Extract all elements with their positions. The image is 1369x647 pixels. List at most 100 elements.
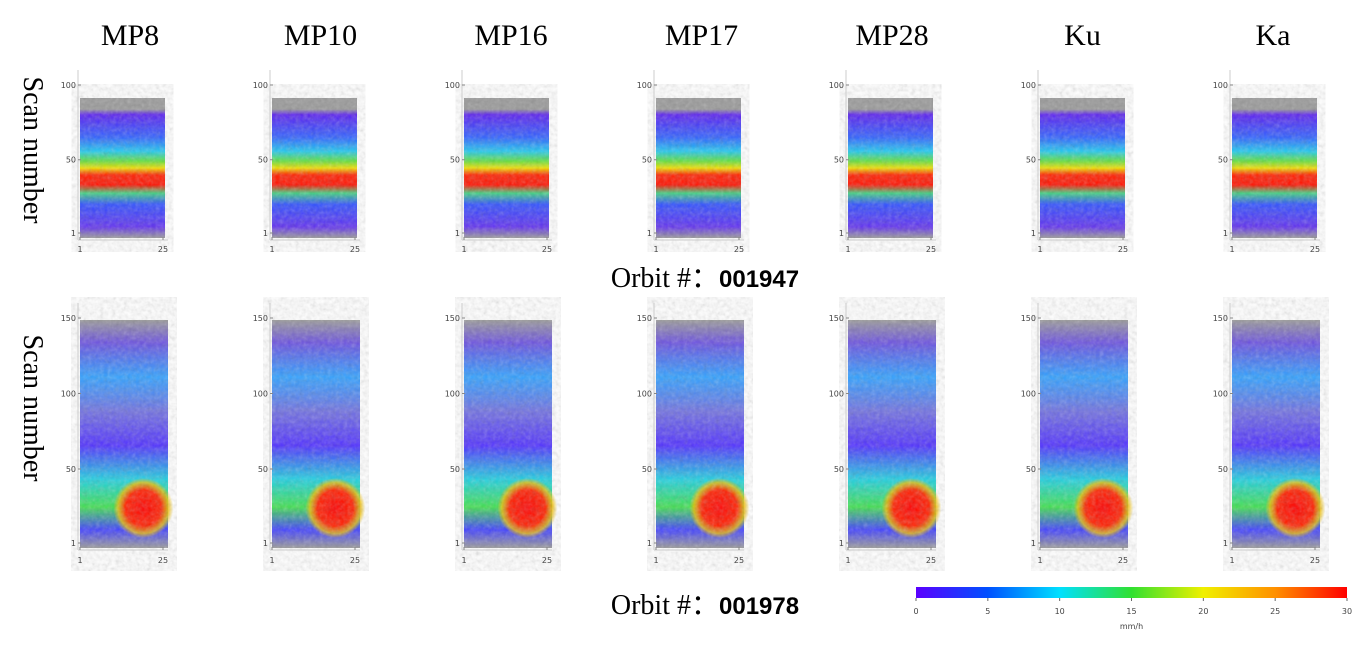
x-tick-label: 1: [461, 245, 466, 254]
y-tick-label: 50: [66, 156, 76, 165]
y-axis-label: Scan number: [17, 335, 48, 483]
colorbar-tick-label: 0: [913, 607, 918, 616]
y-tick-label: 100: [1213, 81, 1228, 90]
y-tick-label: 100: [1021, 81, 1036, 90]
x-tick-label: 25: [158, 245, 168, 254]
y-tick-label: 50: [258, 156, 268, 165]
heatmap-texture: [1232, 320, 1320, 548]
heatmap-texture: [464, 320, 552, 548]
y-tick-label: 1: [1223, 229, 1228, 238]
x-tick-label: 25: [926, 556, 936, 565]
y-tick-label: 100: [445, 81, 460, 90]
x-tick-label: 1: [269, 245, 274, 254]
x-tick-label: 1: [1229, 556, 1234, 565]
y-tick-label: 1: [71, 229, 76, 238]
y-tick-label: 50: [258, 465, 268, 474]
column-title: MP10: [284, 19, 357, 52]
y-tick-label: 50: [1218, 156, 1228, 165]
column-title: MP8: [101, 19, 159, 52]
y-tick-label: 100: [829, 81, 844, 90]
y-tick-label: 50: [642, 156, 652, 165]
x-tick-label: 25: [350, 245, 360, 254]
x-tick-label: 25: [1310, 245, 1320, 254]
x-tick-label: 25: [734, 245, 744, 254]
colorbar-label: mm/h: [1120, 622, 1143, 631]
y-tick-label: 1: [839, 539, 844, 548]
x-tick-label: 25: [350, 556, 360, 565]
x-tick-label: 25: [734, 556, 744, 565]
y-tick-label: 50: [1026, 465, 1036, 474]
y-tick-label: 150: [445, 314, 460, 323]
x-tick-label: 1: [845, 245, 850, 254]
orbit-label: Orbit #：001978: [611, 590, 799, 621]
y-tick-label: 50: [1026, 156, 1036, 165]
colorbar-tick-label: 30: [1342, 607, 1352, 616]
y-tick-label: 1: [455, 539, 460, 548]
y-tick-label: 150: [253, 314, 268, 323]
y-tick-label: 100: [253, 81, 268, 90]
column-title: Ku: [1064, 19, 1101, 52]
heatmap-texture: [272, 98, 357, 238]
y-tick-label: 100: [61, 81, 76, 90]
y-tick-label: 1: [647, 539, 652, 548]
y-tick-label: 100: [253, 390, 268, 399]
x-tick-label: 1: [269, 556, 274, 565]
y-tick-label: 1: [263, 539, 268, 548]
heatmap-texture: [1232, 98, 1317, 238]
y-tick-label: 150: [1213, 314, 1228, 323]
x-tick-label: 1: [1229, 245, 1234, 254]
orbit-number: 001978: [719, 593, 799, 620]
x-tick-label: 1: [77, 245, 82, 254]
y-tick-label: 1: [839, 229, 844, 238]
x-tick-label: 25: [542, 556, 552, 565]
x-tick-label: 1: [1037, 556, 1042, 565]
y-tick-label: 1: [1031, 229, 1036, 238]
y-tick-label: 100: [1213, 390, 1228, 399]
y-tick-label: 1: [1031, 539, 1036, 548]
y-tick-label: 50: [1218, 465, 1228, 474]
y-tick-label: 100: [637, 390, 652, 399]
heatmap-texture: [656, 98, 741, 238]
x-tick-label: 1: [653, 556, 658, 565]
y-tick-label: 1: [1223, 539, 1228, 548]
x-tick-label: 1: [461, 556, 466, 565]
x-tick-label: 1: [845, 556, 850, 565]
orbit-number: 001947: [719, 266, 799, 293]
y-axis-label: Scan number: [17, 77, 48, 225]
heatmap-texture: [272, 320, 360, 548]
colorbar-tick-label: 25: [1270, 607, 1280, 616]
y-tick-label: 50: [642, 465, 652, 474]
x-tick-label: 25: [158, 556, 168, 565]
heatmap-texture: [1040, 98, 1125, 238]
x-tick-label: 25: [1118, 556, 1128, 565]
column-title: MP16: [474, 19, 547, 52]
heatmap-texture: [656, 320, 744, 548]
y-tick-label: 150: [61, 314, 76, 323]
colorbar-tick-label: 20: [1198, 607, 1208, 616]
y-tick-label: 50: [66, 465, 76, 474]
heatmap-texture: [848, 98, 933, 238]
y-tick-label: 100: [637, 81, 652, 90]
x-tick-label: 25: [1118, 245, 1128, 254]
x-tick-label: 1: [1037, 245, 1042, 254]
y-tick-label: 50: [834, 465, 844, 474]
heatmap-texture: [1040, 320, 1128, 548]
y-tick-label: 1: [455, 229, 460, 238]
y-tick-label: 100: [61, 390, 76, 399]
column-title: MP17: [665, 19, 738, 52]
y-tick-label: 50: [450, 465, 460, 474]
y-tick-label: 100: [445, 390, 460, 399]
y-tick-label: 1: [647, 229, 652, 238]
y-tick-label: 150: [829, 314, 844, 323]
y-tick-label: 50: [450, 156, 460, 165]
orbit-prefix: Orbit #：: [611, 263, 719, 294]
y-tick-label: 100: [1021, 390, 1036, 399]
column-title: MP28: [855, 19, 928, 52]
y-tick-label: 1: [263, 229, 268, 238]
y-tick-label: 100: [829, 390, 844, 399]
y-tick-label: 150: [637, 314, 652, 323]
x-tick-label: 25: [542, 245, 552, 254]
colorbar: [916, 587, 1347, 598]
colorbar-tick-label: 5: [985, 607, 990, 616]
